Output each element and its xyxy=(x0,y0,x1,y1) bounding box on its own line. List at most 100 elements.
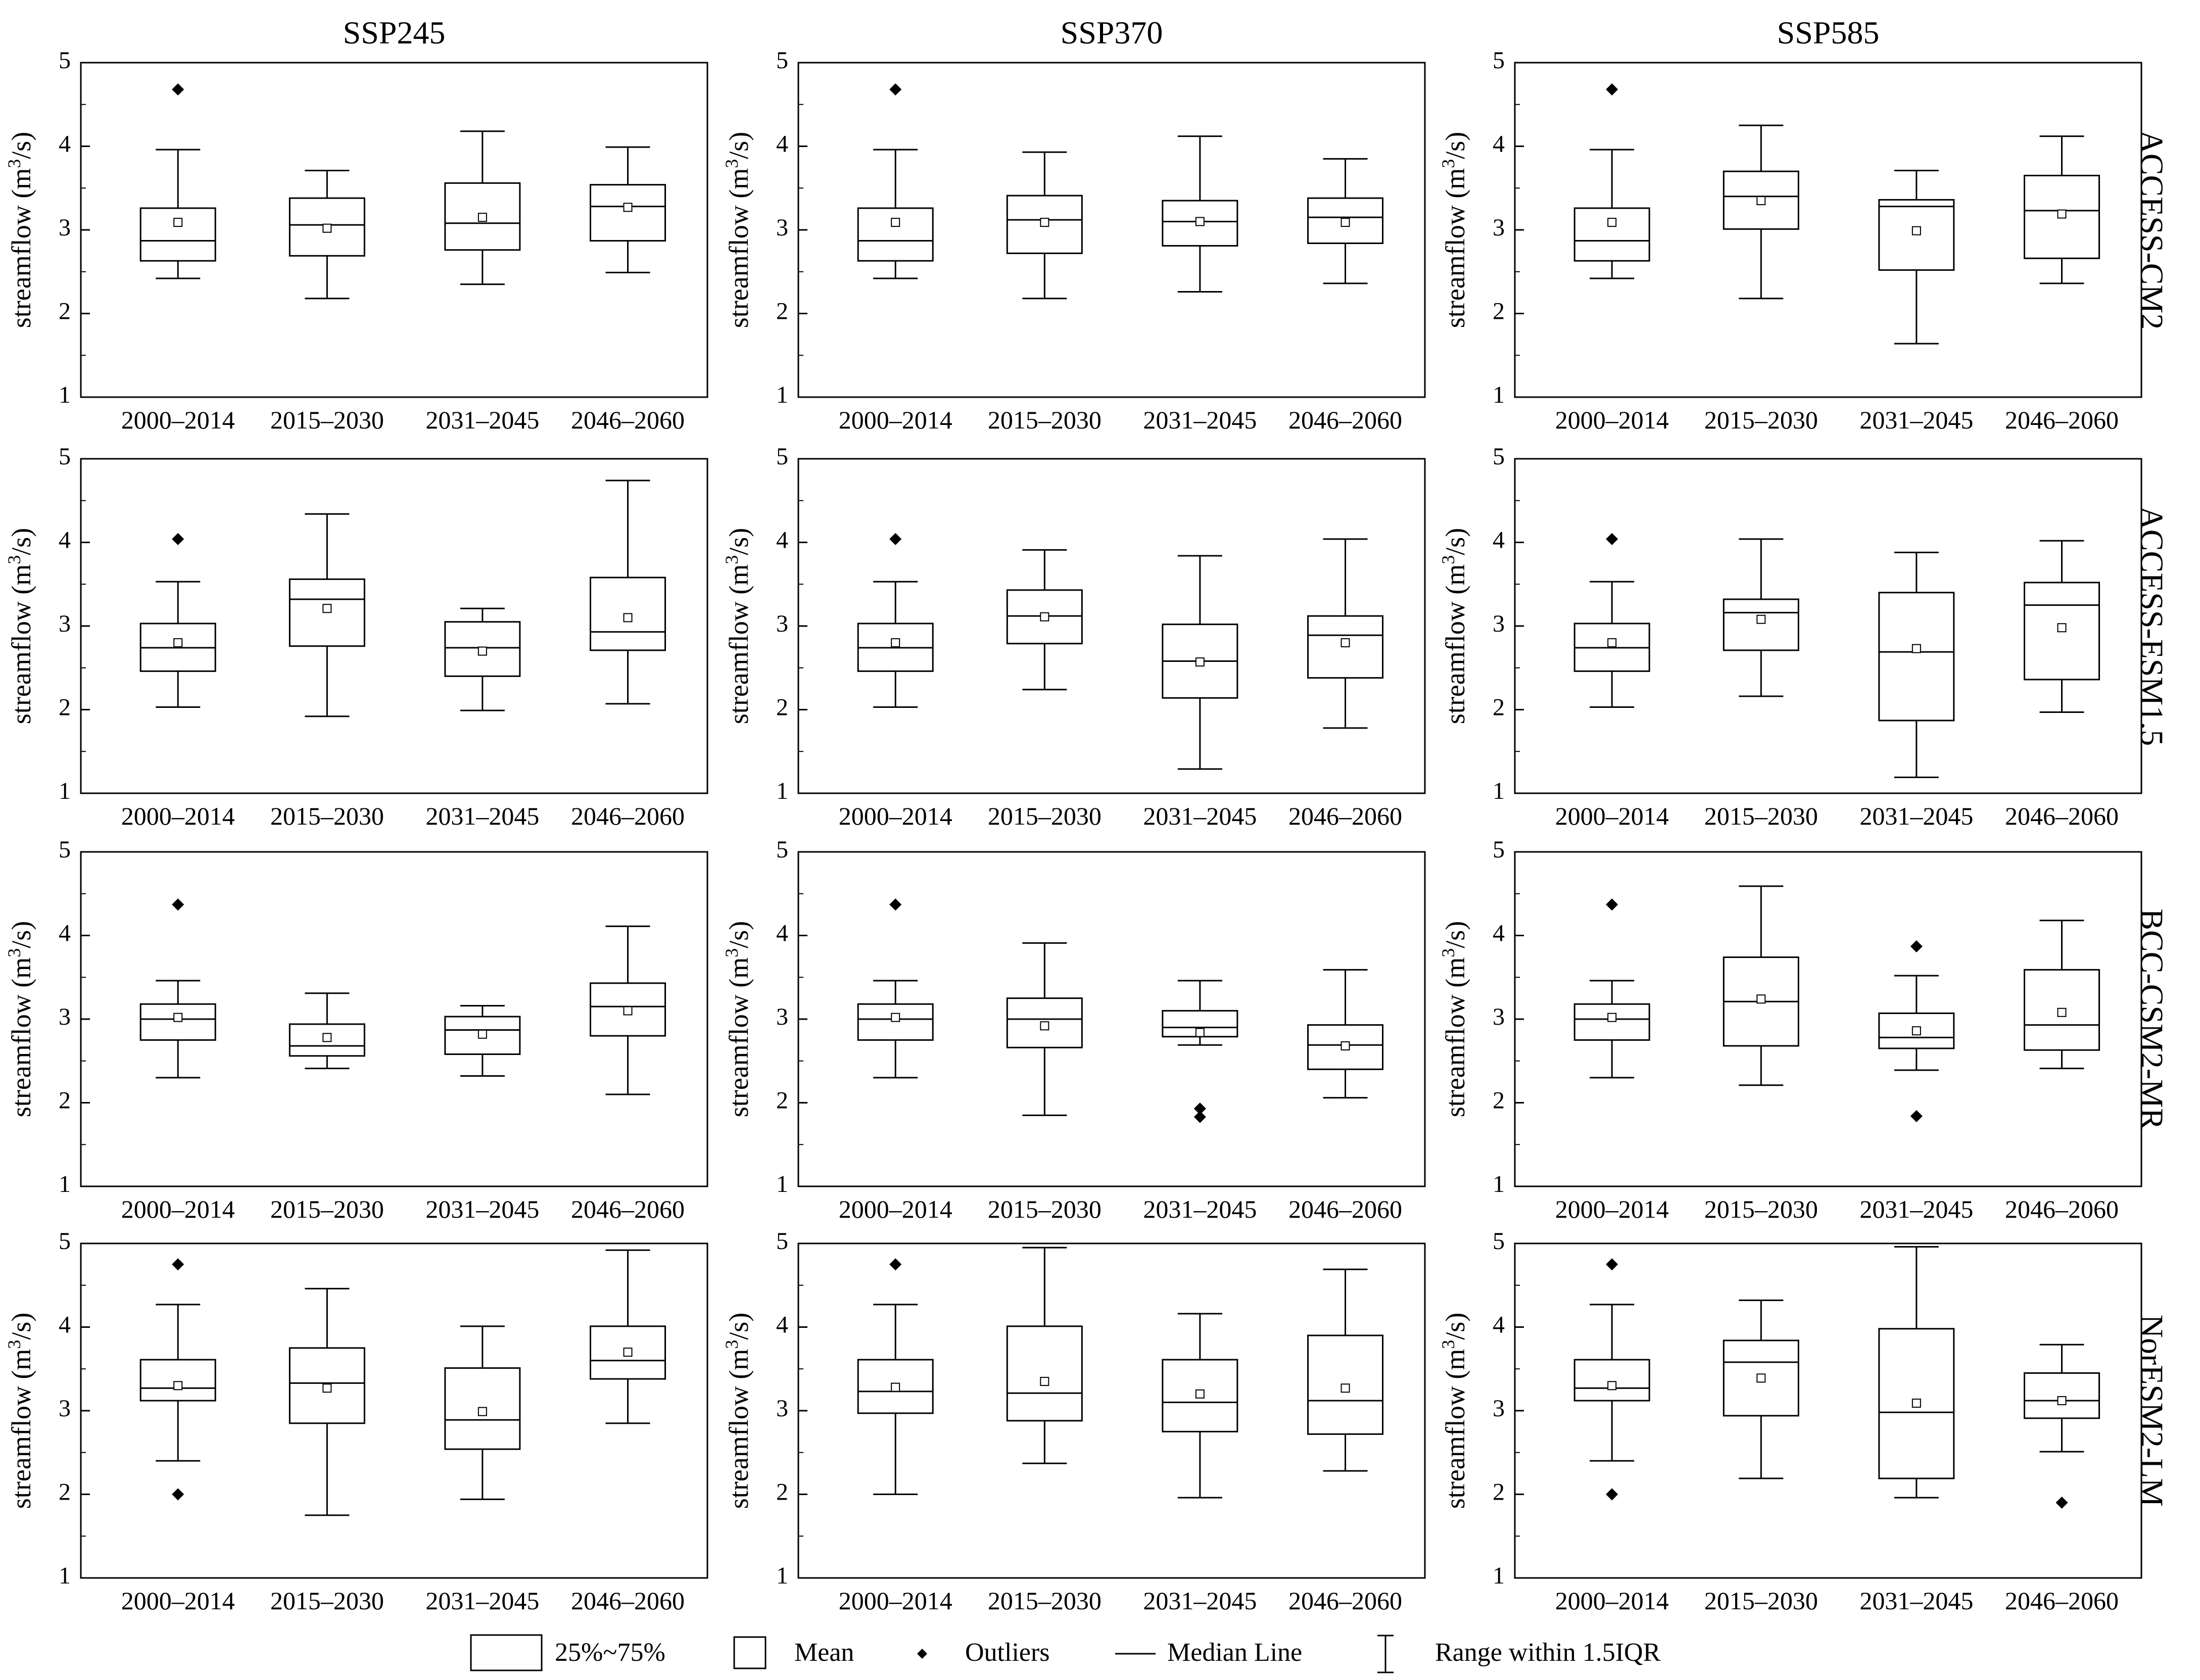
mean-marker xyxy=(1341,1383,1350,1393)
y-tick-label: 5 xyxy=(776,443,788,470)
y-tick-label: 3 xyxy=(776,610,788,637)
box-4 xyxy=(1307,538,1384,729)
box-4 xyxy=(590,479,666,705)
y-tick-label: 3 xyxy=(776,1395,788,1422)
y-axis-label-sup: 3 xyxy=(4,555,24,564)
outlier-marker xyxy=(172,533,184,545)
y-tick-label: 2 xyxy=(1493,694,1505,721)
x-tick-label: 2015–2030 xyxy=(988,1587,1102,1615)
iqr-box xyxy=(2024,1372,2100,1419)
legend-whisker-label: Range within 1.5IQR xyxy=(1435,1638,1661,1667)
y-tick-label: 4 xyxy=(776,527,788,554)
mean-marker xyxy=(1040,1377,1049,1386)
y-axis-label: streamflow (m3/s) xyxy=(4,1313,36,1509)
outlier-marker xyxy=(1193,1102,1206,1115)
box-3 xyxy=(1878,1246,1955,1499)
outlier-marker xyxy=(172,1488,184,1501)
mean-marker xyxy=(891,218,900,227)
y-tick-label: 1 xyxy=(59,778,71,804)
y-tick-label: 1 xyxy=(776,1562,788,1589)
mean-marker xyxy=(1756,1373,1766,1383)
y-axis-label: streamflow (m3/s) xyxy=(4,132,36,328)
y-tick-label: 5 xyxy=(59,443,71,470)
y-tick-label: 2 xyxy=(1493,298,1505,325)
outlier-marker xyxy=(1910,940,1923,953)
x-tick-label: 2015–2030 xyxy=(1704,1587,1818,1615)
y-tick-label: 4 xyxy=(776,131,788,158)
mean-marker xyxy=(891,1013,900,1022)
x-tick-label: 2031–2045 xyxy=(1143,1587,1257,1615)
box-1 xyxy=(1573,83,1650,279)
x-tick-label: 2000–2014 xyxy=(121,1195,235,1223)
box-2 xyxy=(289,513,365,717)
y-axis-label: streamflow (m3/s) xyxy=(1438,1313,1470,1509)
mean-marker xyxy=(477,1407,487,1416)
mean-marker xyxy=(173,218,183,227)
y-axis-label-text: streamflow (m xyxy=(6,1349,36,1509)
iqr-box xyxy=(1573,207,1650,262)
mean-marker xyxy=(477,646,487,656)
box-4 xyxy=(2024,135,2100,284)
mean-marker xyxy=(1911,226,1921,235)
x-tick-label: 2031–2045 xyxy=(425,1195,539,1223)
x-tick-label: 2046–2060 xyxy=(571,1195,685,1223)
y-axis-label-text: streamflow (m xyxy=(1440,564,1470,724)
row-title: ACCESS-ESM1.5 xyxy=(2134,506,2170,746)
iqr-box xyxy=(857,1003,934,1041)
mean-marker xyxy=(1607,1013,1617,1022)
box-3 xyxy=(1878,169,1955,345)
y-tick-label: 5 xyxy=(1493,47,1505,74)
legend-mean-swatch xyxy=(733,1636,767,1669)
outlier-marker xyxy=(172,898,184,911)
iqr-box xyxy=(139,1359,216,1402)
outlier-marker xyxy=(172,83,184,95)
x-tick-label: 2031–2045 xyxy=(1143,802,1257,830)
iqr-box xyxy=(1878,592,1955,722)
y-tick-label: 1 xyxy=(59,381,71,408)
y-tick-label: 2 xyxy=(1493,1479,1505,1506)
mean-marker xyxy=(2057,623,2067,633)
outlier-marker xyxy=(889,1258,902,1271)
y-axis-label-sup: 3 xyxy=(1438,159,1458,168)
iqr-box xyxy=(1878,1328,1955,1479)
row-title: NorESM2-LM xyxy=(2134,1315,2170,1507)
iqr-box xyxy=(1573,1359,1650,1402)
row-title: ACCESS-CM2 xyxy=(2134,130,2170,330)
y-axis-label-end: /s) xyxy=(724,132,754,159)
y-axis-label-end: /s) xyxy=(6,921,36,948)
y-tick-label: 3 xyxy=(59,1003,71,1030)
box-4 xyxy=(2024,1343,2100,1509)
y-axis-label-end: /s) xyxy=(6,132,36,159)
iqr-box xyxy=(590,184,666,242)
box-4 xyxy=(590,1249,666,1424)
y-tick-label: 4 xyxy=(59,920,71,947)
y-tick-label: 3 xyxy=(776,214,788,241)
y-tick-label: 3 xyxy=(1493,214,1505,241)
mean-marker xyxy=(322,604,332,613)
mean-marker xyxy=(891,638,900,648)
box-1 xyxy=(1573,1258,1650,1501)
mean-marker xyxy=(623,613,633,622)
mean-marker xyxy=(1911,1026,1921,1036)
iqr-box xyxy=(139,1003,216,1041)
x-tick-label: 2000–2014 xyxy=(1555,802,1669,830)
y-axis-label-sup: 3 xyxy=(1438,555,1458,564)
y-tick-label: 2 xyxy=(59,694,71,721)
mean-marker xyxy=(1195,217,1205,226)
x-tick-label: 2000–2014 xyxy=(839,802,952,830)
x-tick-label: 2046–2060 xyxy=(571,1587,685,1615)
x-tick-label: 2000–2014 xyxy=(121,802,235,830)
x-tick-label: 2031–2045 xyxy=(425,802,539,830)
y-tick-label: 5 xyxy=(59,1228,71,1255)
y-tick-label: 2 xyxy=(59,298,71,325)
y-axis-label-sup: 3 xyxy=(4,948,24,957)
box-3 xyxy=(444,130,521,285)
y-tick-label: 5 xyxy=(1493,1228,1505,1255)
x-tick-label: 2046–2060 xyxy=(571,406,685,434)
x-tick-label: 2015–2030 xyxy=(1704,1195,1818,1223)
mean-marker xyxy=(623,203,633,212)
x-tick-label: 2015–2030 xyxy=(270,1195,384,1223)
